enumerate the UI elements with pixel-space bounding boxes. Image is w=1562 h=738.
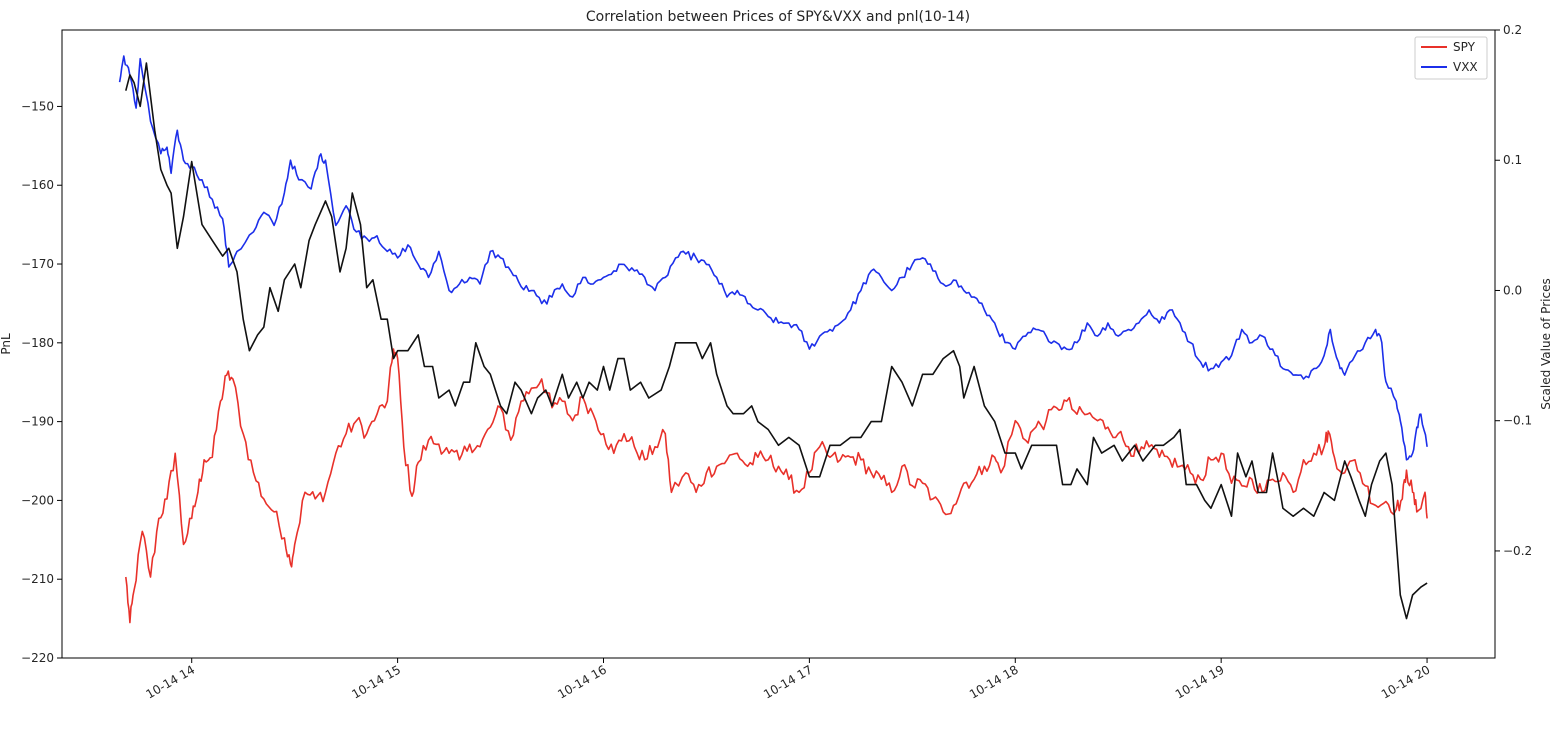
left-y-tick-label: −220 <box>21 651 54 665</box>
x-tick-label: 10-14 19 <box>1173 662 1227 701</box>
left-y-tick-label: −170 <box>21 257 54 271</box>
legend: SPY VXX <box>1414 36 1488 80</box>
x-tick-label: 10-14 18 <box>967 662 1021 701</box>
right-y-tick-label: −0.1 <box>1503 414 1532 428</box>
left-y-tick-label: −150 <box>21 99 54 113</box>
right-y-tick-label: 0.1 <box>1503 153 1522 167</box>
x-tick-label: 10-14 17 <box>761 662 815 701</box>
series-line-vxx <box>118 55 1428 461</box>
right-y-axis-label: Scaled Value of Prices <box>1539 278 1553 409</box>
right-y-tick-label: −0.2 <box>1503 544 1532 558</box>
x-tick-label: 10-14 14 <box>143 662 197 701</box>
right-y-tick-label: 0.2 <box>1503 23 1522 37</box>
x-axis: 10-14 14 10-14 15 10-14 16 10-14 17 10-14 18… <box>143 658 1433 702</box>
x-tick-label: 10-14 20 <box>1379 662 1433 701</box>
left-y-tick-label: −200 <box>21 493 54 507</box>
left-y-axis: −150 −160 −170 −180 −190 −200 −210 −220 <box>21 99 62 665</box>
left-y-tick-label: −180 <box>21 336 54 350</box>
series-lines <box>118 55 1428 624</box>
legend-label-spy: SPY <box>1453 40 1476 54</box>
legend-label-vxx: VXX <box>1453 60 1478 74</box>
series-line-pnl <box>125 62 1428 620</box>
left-y-tick-label: −190 <box>21 415 54 429</box>
chart-title: Correlation between Prices of SPY&VXX an… <box>586 9 970 25</box>
right-y-axis: 0.2 0.1 0.0 −0.1 −0.2 <box>1495 23 1532 558</box>
plot-frame <box>61 29 1496 659</box>
left-y-axis-label: PnL <box>0 333 13 355</box>
left-y-tick-label: −210 <box>21 572 54 586</box>
right-y-tick-label: 0.0 <box>1503 283 1522 297</box>
x-tick-label: 10-14 16 <box>555 662 609 701</box>
x-tick-label: 10-14 15 <box>349 662 403 701</box>
left-y-tick-label: −160 <box>21 178 54 192</box>
series-line-spy <box>125 348 1428 624</box>
